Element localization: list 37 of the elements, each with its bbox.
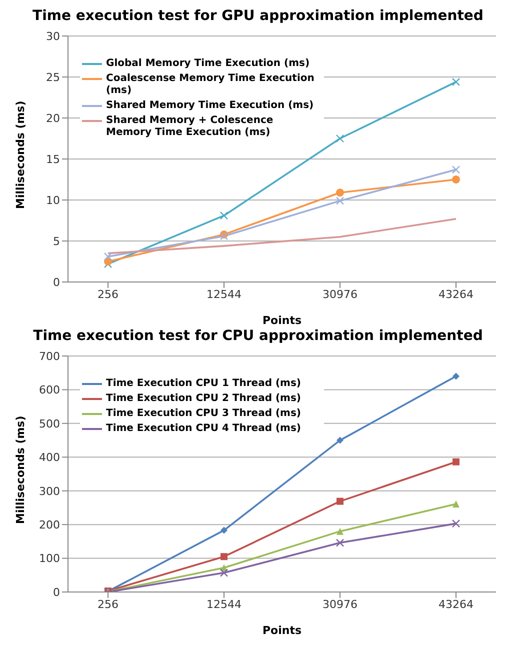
- legend-label: Shared Memory + Colescence Memory Time Execution (ms): [106, 115, 274, 139]
- chart-title: Time execution test for CPU approximation implemented: [32, 328, 484, 346]
- y-tick-label: 0: [53, 276, 60, 289]
- y-tick-label: 25: [46, 70, 60, 84]
- y-tick-label: 100: [39, 552, 60, 566]
- legend-label: Time Execution CPU 3 Thread (ms): [106, 408, 301, 420]
- legend-label: Shared Memory Time Execution (ms): [106, 100, 314, 112]
- y-tick-label: 200: [39, 518, 60, 532]
- x-axis-title: Points: [262, 314, 302, 327]
- y-tick-label: 0: [53, 586, 60, 599]
- y-tick-label: 700: [39, 350, 60, 363]
- y-tick-label: 15: [46, 152, 60, 166]
- y-tick-label: 5: [53, 234, 60, 248]
- chart-title: Time execution test for GPU approximation implemented: [32, 8, 484, 26]
- x-tick-label: 43264: [438, 598, 474, 611]
- y-axis-title: Milliseconds (ms): [14, 100, 27, 209]
- y-tick-label: 500: [39, 417, 60, 430]
- x-tick-label: 256: [98, 288, 118, 301]
- x-axis-title: Points: [262, 624, 302, 637]
- legend-label: Time Execution CPU 2 Thread (ms): [106, 393, 301, 405]
- x-tick-label: 30976: [322, 288, 358, 301]
- y-tick-label: 300: [39, 484, 60, 498]
- legend-label: Coalescense Memory Time Execution (ms): [106, 73, 316, 97]
- x-tick-label: 12544: [206, 598, 242, 611]
- y-tick-label: 10: [46, 194, 60, 207]
- x-tick-label: 12544: [206, 288, 242, 301]
- x-tick-label: 30976: [322, 598, 358, 611]
- y-tick-label: 30: [46, 30, 60, 43]
- legend-label: Time Execution CPU 4 Thread (ms): [106, 423, 301, 435]
- y-tick-label: 20: [46, 112, 60, 125]
- y-tick-label: 600: [39, 384, 60, 397]
- y-axis-title: Milliseconds (ms): [14, 416, 27, 524]
- x-tick-label: 43264: [438, 288, 474, 301]
- x-tick-label: 256: [98, 598, 118, 611]
- legend-label: Global Memory Time Execution (ms): [106, 58, 310, 70]
- legend-label: Time Execution CPU 1 Thread (ms): [106, 378, 301, 390]
- y-tick-label: 400: [39, 451, 60, 464]
